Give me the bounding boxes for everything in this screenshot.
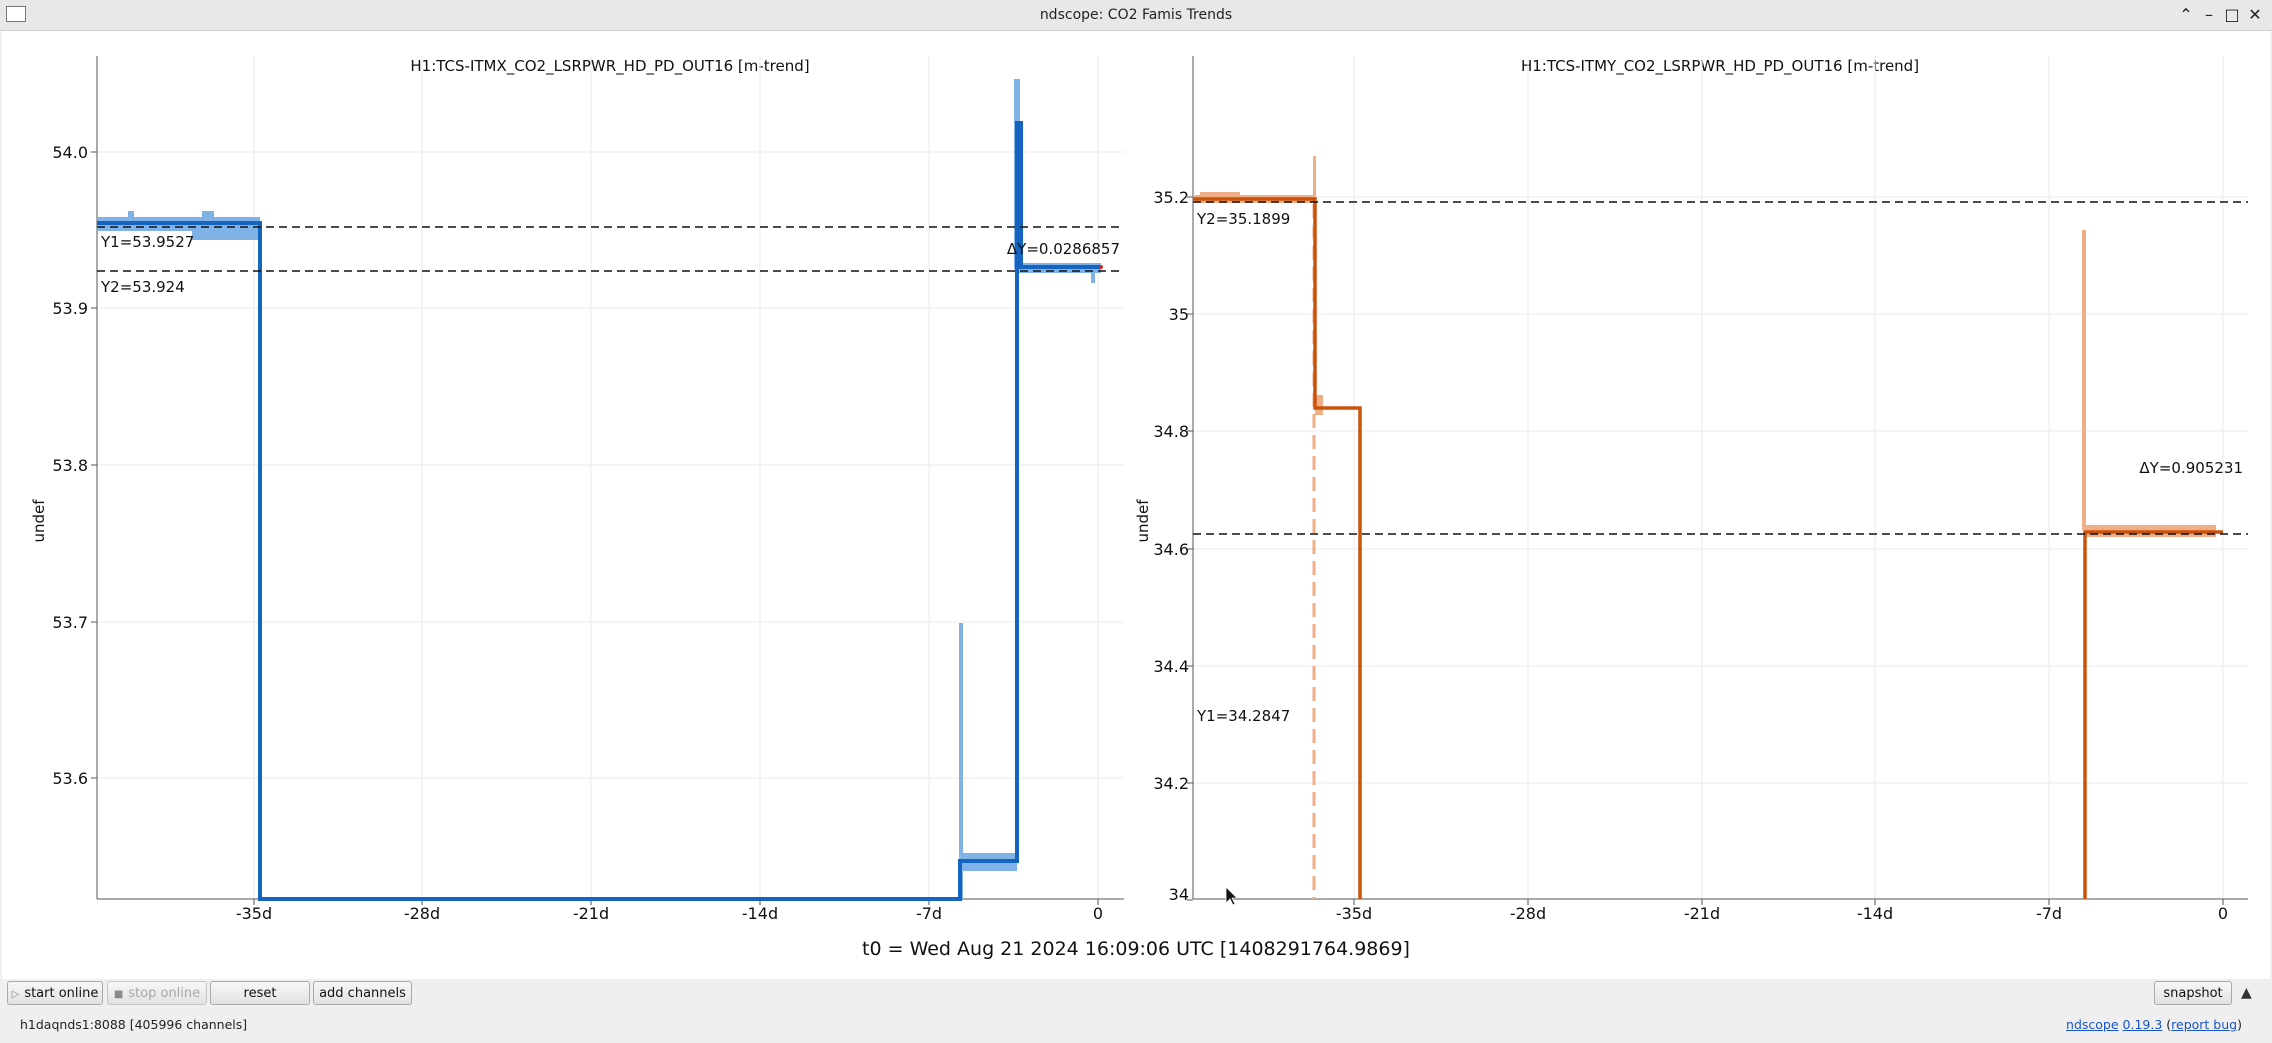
x-tick-label: 0 (2218, 904, 2228, 923)
y-tick-label: 34.2 (1153, 774, 1189, 793)
stop-online-button[interactable]: ■ stop online (107, 981, 207, 1005)
series-line (1193, 197, 1362, 899)
y-tick-label: 53.6 (52, 769, 88, 788)
x-tick-label: -14d (1857, 904, 1893, 923)
stop-icon: ■ (113, 989, 124, 1000)
series-line (2083, 530, 2223, 899)
start-online-label: start online (24, 986, 99, 1001)
maximize-icon[interactable]: □ (2224, 5, 2240, 24)
series-line (97, 121, 1101, 901)
cursor-y1-label: Y1=53.9527 (100, 233, 194, 251)
mouse-cursor-icon (1225, 886, 1238, 906)
x-tick-label: -35d (236, 904, 272, 923)
y-tick-label: 35.2 (1153, 188, 1189, 207)
close-icon[interactable]: ✕ (2248, 5, 2262, 24)
y-tick-label: 54.0 (52, 143, 88, 162)
version-link[interactable]: 0.19.3 (2122, 1017, 2163, 1032)
series-end-marker (1099, 265, 1103, 269)
x-tick-label: -28d (1510, 904, 1546, 923)
start-online-button[interactable]: ▷ start online (7, 981, 103, 1005)
x-tick-label: 0 (1093, 904, 1103, 923)
y-axis-label: undef (30, 499, 48, 543)
shade-icon[interactable]: ⌃ (2179, 5, 2193, 24)
plot-title: H1:TCS-ITMX_CO2_LSRPWR_HD_PD_OUT16 [m-tr… (410, 57, 809, 76)
plot-itmx[interactable]: H1:TCS-ITMX_CO2_LSRPWR_HD_PD_OUT16 [m-tr… (30, 56, 1124, 923)
plot-title: H1:TCS-ITMY_CO2_LSRPWR_HD_PD_OUT16 [m-tr… (1521, 57, 1919, 76)
plot-area: H1:TCS-ITMX_CO2_LSRPWR_HD_PD_OUT16 [m-tr… (2, 31, 2270, 979)
y-tick-label: 34 (1169, 885, 1189, 904)
minmax-band (97, 79, 1101, 899)
expand-panel-icon[interactable]: ▲ (2241, 985, 2252, 1001)
report-bug-link[interactable]: report bug (2171, 1017, 2238, 1032)
y-tick-label: 34.6 (1153, 540, 1189, 559)
cursor-delta-label: ΔY=0.905231 (2139, 459, 2243, 477)
minmax-band (1193, 156, 2216, 537)
cursor-y1-label: Y1=34.2847 (1196, 707, 1290, 725)
y-tick-label: 53.8 (52, 456, 88, 475)
play-icon: ▷ (11, 989, 20, 1000)
stop-online-label: stop online (128, 986, 201, 1001)
y-tick-label: 35 (1169, 305, 1189, 324)
cursor-y2-label: Y2=53.924 (100, 278, 185, 296)
t0-label: t0 = Wed Aug 21 2024 16:09:06 UTC [14082… (862, 938, 1410, 960)
app-icon[interactable] (6, 6, 26, 22)
x-tick-label: -28d (404, 904, 440, 923)
server-status: h1daqnds1:8088 [405996 channels] (20, 1017, 248, 1032)
window-titlebar: ndscope: CO2 Famis Trends ⌃ – □ ✕ (0, 0, 2272, 31)
paren-close: ) (2237, 1017, 2242, 1032)
x-tick-label: -7d (2036, 904, 2062, 923)
cursor-y2-label: Y2=35.1899 (1196, 210, 1290, 228)
y-axis-label: undef (1134, 499, 1152, 543)
plot-itmy[interactable]: H1:TCS-ITMY_CO2_LSRPWR_HD_PD_OUT16 [m-tr… (1134, 56, 2248, 923)
paren-open: ( (2166, 1017, 2172, 1032)
x-tick-label: -14d (742, 904, 778, 923)
ndscope-link[interactable]: ndscope (2066, 1017, 2119, 1032)
y-tick-label: 53.9 (52, 299, 88, 318)
snapshot-button[interactable]: snapshot (2154, 981, 2232, 1005)
x-tick-label: -35d (1336, 904, 1372, 923)
y-tick-label: 34.4 (1153, 657, 1189, 676)
x-tick-label: -7d (916, 904, 942, 923)
x-tick-label: -21d (1684, 904, 1720, 923)
cursor-delta-label: ΔY=0.0286857 (1007, 240, 1120, 258)
version-info: ndscope 0.19.3 (report bug) (2066, 1017, 2242, 1032)
y-tick-label: 53.7 (52, 613, 88, 632)
x-tick-label: -21d (573, 904, 609, 923)
y-tick-label: 34.8 (1153, 422, 1189, 441)
minimize-icon[interactable]: – (2205, 5, 2213, 24)
reset-button[interactable]: reset (210, 981, 310, 1005)
window-title: ndscope: CO2 Famis Trends (1039, 7, 1233, 23)
add-channels-button[interactable]: add channels (313, 981, 412, 1005)
